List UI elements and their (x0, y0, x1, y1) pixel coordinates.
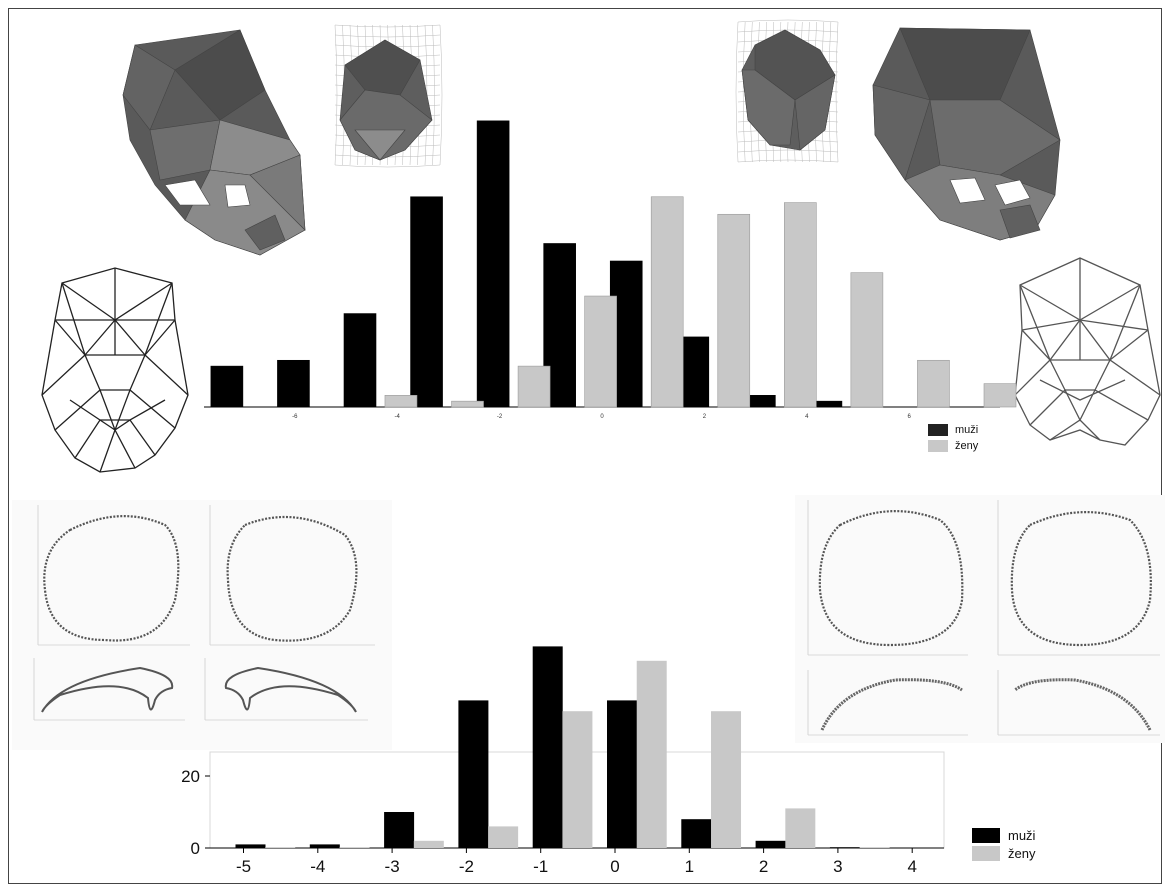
bar-bottom-women-1 (339, 847, 370, 848)
skull-shaded-right-icon (872, 27, 1061, 241)
bar-top-women-0 (384, 395, 418, 408)
bar-bottom-men-5 (607, 700, 637, 848)
legend-bottom-women-swatch (972, 846, 1000, 861)
chart-bottom-x-tick-0: -5 (236, 857, 251, 876)
bar-bottom-men-8 (829, 847, 860, 848)
skull-grid-left-icon (334, 24, 443, 168)
bar-top-women-6 (784, 202, 817, 408)
bar-bottom-men-3 (458, 700, 489, 848)
chart-bottom-x-tick-4: -1 (533, 857, 548, 876)
chart-bottom-x-tick-7: 2 (759, 857, 768, 876)
bar-bottom-women-8 (859, 847, 890, 848)
bar-bottom-women-5 (636, 660, 667, 848)
bar-top-women-2 (517, 365, 551, 408)
bar-top-men-0 (210, 365, 244, 408)
legend-top-women: ženy (928, 440, 978, 452)
bar-top-men-2 (343, 313, 377, 408)
bar-bottom-men-0 (235, 844, 266, 848)
legend-top-men: muži (928, 424, 978, 436)
bar-bottom-women-6 (711, 711, 742, 848)
chart-top-x-tick-1: -4 (395, 414, 401, 420)
outline-panels-left (12, 500, 392, 750)
chart-bottom-x-tick-8: 3 (833, 857, 842, 876)
skull-wireframe-right-icon (1014, 257, 1161, 446)
bar-bottom-men-1 (309, 844, 340, 848)
bar-top-women-4 (650, 196, 684, 408)
outline-panels-right (795, 495, 1165, 743)
legend-bottom: muži ženy (972, 828, 1035, 861)
chart-bottom-x-tick-1: -4 (310, 857, 325, 876)
legend-top-men-swatch (928, 424, 948, 436)
chart-bottom-x-tick-3: -2 (459, 857, 474, 876)
legend-bottom-men-swatch (972, 828, 1000, 843)
legend-top-women-label: ženy (955, 440, 979, 452)
bar-top-men-4 (476, 120, 510, 408)
legend-bottom-men-label: muži (1008, 828, 1036, 843)
legend-bottom-men: muži (972, 828, 1035, 843)
chart-bottom-x-tick-5: 0 (610, 857, 619, 876)
bar-bottom-women-3 (488, 826, 519, 848)
chart-bottom-x-tick-9: 4 (907, 857, 916, 876)
chart-top-x-tick-4: 2 (703, 414, 707, 420)
chart-top: -6 -4 -2 0 2 4 6 (204, 120, 1017, 420)
chart-bottom-y-tick-1: 20 (181, 767, 200, 786)
skull-wireframe-left-icon (41, 267, 189, 473)
bar-bottom-women-0 (265, 847, 296, 848)
bar-bottom-men-6 (681, 819, 712, 848)
bar-top-women-9 (983, 383, 1017, 408)
bar-top-women-7 (850, 272, 884, 408)
bar-top-women-5 (717, 213, 751, 408)
legend-top-men-label: muži (955, 424, 979, 436)
skull-shaded-left-icon (122, 29, 306, 256)
bar-bottom-men-7 (755, 840, 786, 848)
bar-bottom-women-7 (785, 808, 816, 848)
legend-top-women-swatch (928, 440, 948, 452)
legend-bottom-women: ženy (972, 846, 1035, 861)
chart-bottom-x-tick-2: -3 (385, 857, 400, 876)
bar-top-women-3 (584, 295, 617, 408)
chart-top-x-tick-3: 0 (600, 414, 604, 420)
bar-top-women-1 (451, 400, 484, 408)
bar-top-men-3 (410, 196, 443, 408)
bar-bottom-women-4 (562, 711, 593, 848)
chart-top-x-tick-6: 6 (908, 414, 912, 420)
bar-bottom-men-4 (532, 646, 563, 848)
chart-top-x-tick-5: 4 (805, 414, 809, 420)
skull-grid-right-icon (735, 19, 839, 163)
legend-bottom-women-label: ženy (1008, 846, 1036, 861)
bar-bottom-men-2 (384, 812, 415, 848)
bar-top-women-8 (917, 359, 950, 408)
chart-bottom-x-tick-6: 1 (685, 857, 694, 876)
figure-frame (8, 8, 1162, 884)
chart-bottom-y-tick-0: 0 (191, 839, 200, 858)
chart-top-x-tick-2: -2 (497, 414, 503, 420)
bar-top-men-1 (277, 359, 310, 408)
bar-bottom-women-2 (413, 840, 444, 848)
chart-bottom: -5 -4 -3 -2 -1 0 1 2 3 4 0 20 (181, 646, 945, 876)
chart-top-x-tick-0: -6 (292, 414, 298, 420)
legend-top: muži ženy (928, 424, 978, 452)
